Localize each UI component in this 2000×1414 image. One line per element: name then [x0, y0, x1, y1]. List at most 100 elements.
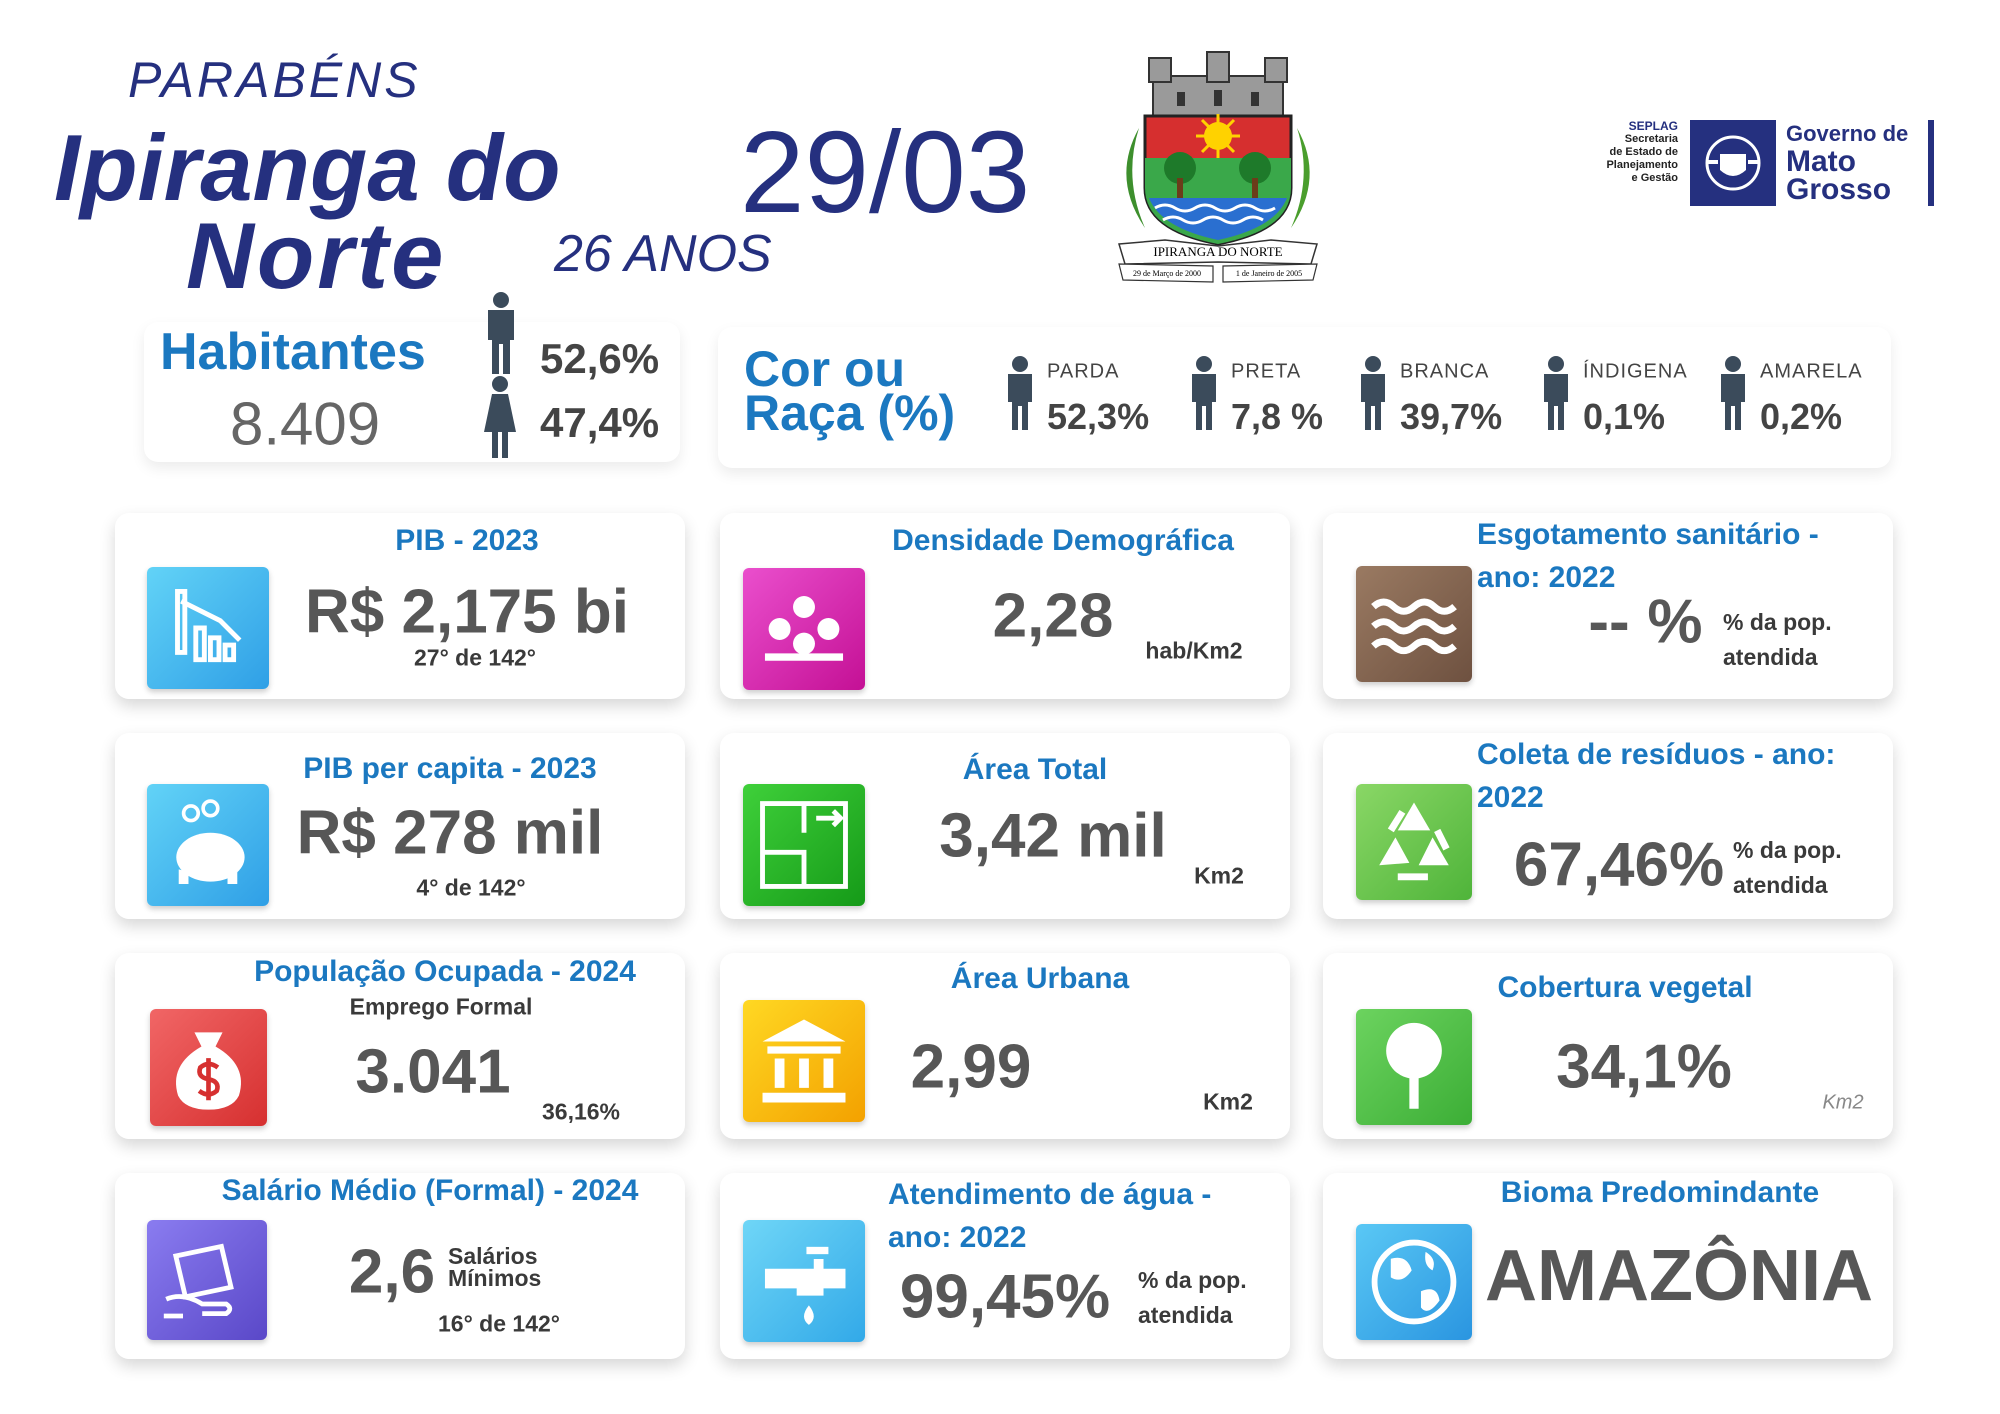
icon-shape [764, 1246, 846, 1325]
card-rank: 16° de 142° [438, 1310, 560, 1337]
icon-shape [806, 1246, 829, 1255]
indicator-card: Salário Médio (Formal) - 2024 2,6 Salários… [115, 1173, 685, 1359]
icon-shape [1154, 203, 1276, 225]
race-label: ÍNDIGENA [1583, 360, 1688, 383]
government: Governo de [1786, 121, 1909, 146]
person-icon [1718, 356, 1748, 435]
card-rank: 4° de 142° [416, 874, 526, 901]
icon-shape [1251, 92, 1259, 106]
male-share: 52,6% [540, 335, 660, 382]
race-value: 0,1% [1583, 396, 1666, 437]
state-seal [1690, 120, 1776, 206]
icon-shape [768, 618, 791, 640]
icon-shape [764, 596, 844, 661]
icon-shape [1708, 160, 1718, 164]
card-unit: hab/Km2 [1145, 637, 1243, 664]
icon-shape [1196, 114, 1240, 158]
card-value: 2,6 [348, 1237, 436, 1307]
icon-shape [1365, 356, 1381, 372]
card-rank: 27° de 142° [414, 644, 536, 671]
population-label: Habitantes [160, 323, 426, 381]
icon-shape [181, 804, 201, 823]
icon-shape [1725, 356, 1741, 372]
indicator-icon [1356, 784, 1472, 900]
indicator-card: Coleta de resíduos - ano: 2022 67,46%% da… [1323, 733, 1893, 919]
icon-shape [1164, 152, 1196, 184]
indicator-icon [743, 568, 865, 690]
indicator-card: Área Urbana 2,99 Km2 [720, 953, 1290, 1139]
female-share: 47,4% [540, 399, 660, 446]
icon-shape [1291, 128, 1310, 228]
icon-shape [1409, 1067, 1419, 1109]
icon-shape [1371, 1239, 1457, 1325]
icon-shape [817, 618, 840, 640]
icon-shape [1544, 356, 1568, 430]
card-value: 99,45% [899, 1262, 1111, 1332]
government-logo: Governo de Mato Grosso [1786, 120, 1909, 206]
icon-shape [764, 653, 844, 661]
icon-shape [178, 869, 238, 885]
indicator-icon [743, 1000, 865, 1122]
icon-shape [163, 1243, 234, 1319]
person-icon [1189, 356, 1219, 435]
seplag-logo: SEPLAG Secretaria de Estado de Planejame… [1606, 120, 1678, 185]
icon-shape [1720, 154, 1746, 176]
icon-shape [1748, 160, 1758, 164]
icon-shape [1118, 239, 1318, 265]
icon-shape [1379, 802, 1450, 881]
card-value: 67,46% [1513, 830, 1725, 900]
icon-shape [1177, 90, 1259, 106]
icon-shape [1192, 374, 1216, 430]
icon-shape [1371, 598, 1457, 655]
indicator-icon [147, 1220, 267, 1340]
seplag-line: de Estado de [1609, 146, 1678, 158]
card-value: 34,1% [1556, 1032, 1732, 1102]
city-name: Norte [186, 203, 447, 308]
indicator-card: PIB per capita - 2023 R$ 278 mil 4° de 142… [115, 733, 685, 919]
card-subtitle: Emprego Formal [349, 993, 533, 1020]
icon-shape [804, 1305, 814, 1325]
race-label: AMARELA [1760, 360, 1863, 383]
card-value: 2,99 [910, 1032, 1032, 1102]
indicator-icon [147, 784, 269, 906]
emblem-date: 29 de Março de 2000 [1133, 269, 1201, 278]
card-title: Atendimento de água - ano: 2022 [888, 1178, 1212, 1254]
race-value: 52,3% [1047, 396, 1150, 437]
race-value: 0,2% [1760, 396, 1843, 437]
icon-shape [1721, 374, 1745, 430]
icon-shape [1252, 178, 1258, 198]
indicator-icon [150, 1009, 267, 1126]
icon-shape [1371, 1239, 1457, 1325]
icon-shape [1148, 51, 1288, 117]
icon-shape [764, 1259, 846, 1296]
coat-of-arms: IPIRANGA DO NORTE 29 de Março de 2000 1 … [1118, 51, 1318, 283]
race-label: PARDA [1047, 360, 1120, 383]
female-icon [484, 376, 516, 458]
icon-shape [1705, 135, 1761, 191]
card-unit: Km2 [1203, 1088, 1253, 1115]
indicator-card: PIB - 2023 R$ 2,175 bi 27° de 142° [115, 513, 685, 699]
race-label: BRANCA [1400, 360, 1490, 383]
population-card [144, 322, 680, 462]
card-unit: % da pop. atendida [1723, 609, 1832, 670]
card-value: R$ 2,175 bi [305, 577, 629, 647]
icon-shape [492, 376, 508, 392]
icon-shape [1379, 802, 1449, 866]
icon-shape [1264, 57, 1288, 83]
icon-shape [176, 832, 245, 882]
government: Grosso [1786, 173, 1892, 206]
card-value: 3.041 [355, 1037, 511, 1107]
indicator-icon [147, 567, 269, 689]
icon-shape [1386, 1022, 1442, 1109]
indicator-card: Cobertura vegetal 34,1% Km2 [1323, 953, 1893, 1139]
card-unit: % da pop. atendida [1733, 837, 1842, 898]
indicator-card: Esgotamento sanitário - ano: 2022 --% % da… [1323, 513, 1893, 699]
card-value: AMAZÔNIA [1485, 1236, 1873, 1316]
icon-shape [201, 799, 220, 818]
icon-shape [175, 588, 242, 663]
card-value: R$ 278 mil [296, 798, 604, 868]
card-suffix: % [1647, 587, 1703, 657]
card-title: PIB per capita - 2023 [303, 752, 597, 785]
card-value: 3,42 mil [939, 801, 1167, 871]
icon-shape [1387, 809, 1450, 881]
